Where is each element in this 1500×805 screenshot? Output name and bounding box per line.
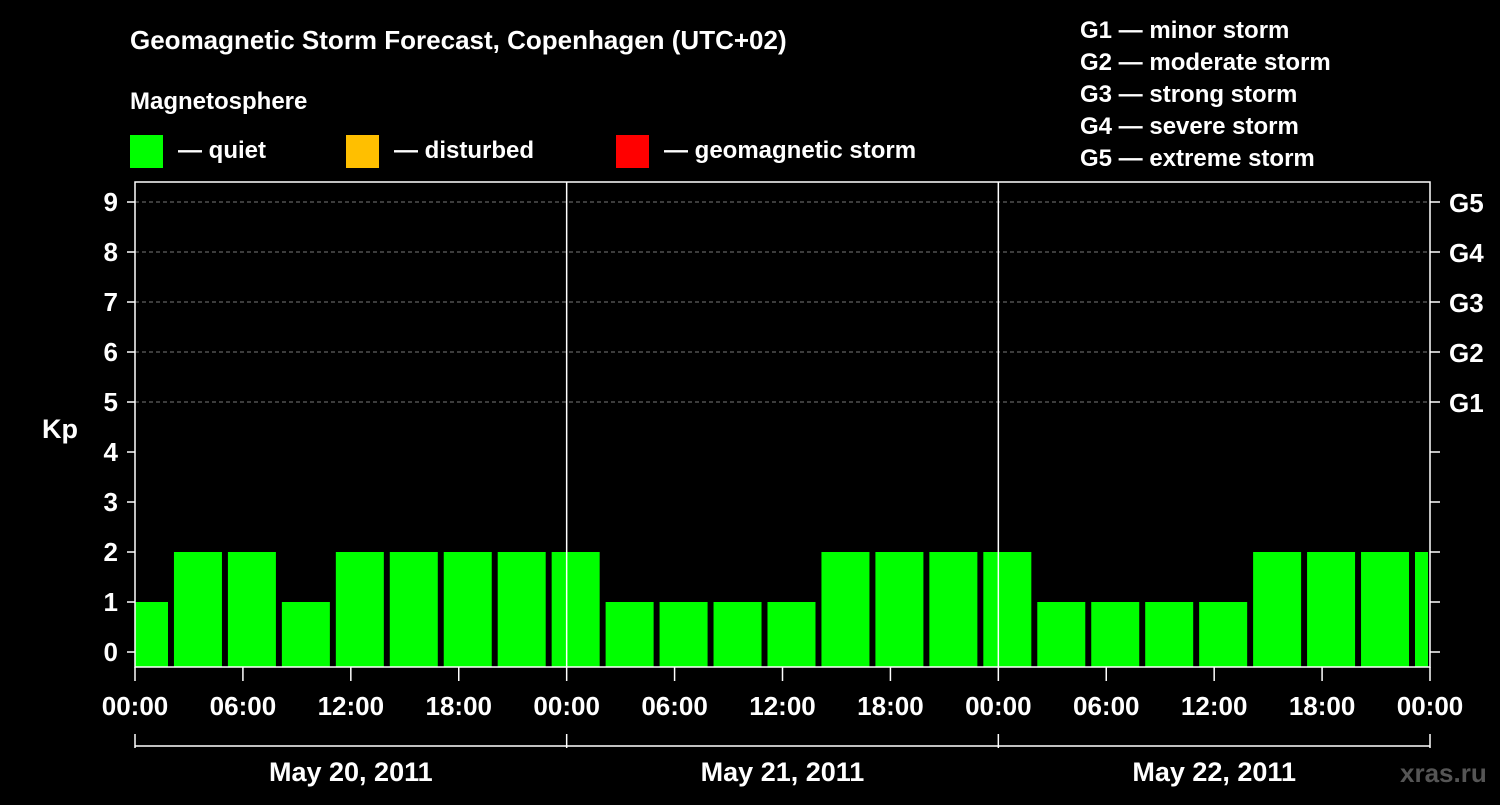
y-tick-label: 1 <box>104 587 118 617</box>
legend-swatch <box>616 135 649 168</box>
storm-legend-item: G4 — severe storm <box>1080 113 1299 140</box>
y-tick-label: 9 <box>104 187 118 217</box>
status-legend: — quiet — disturbed — geomagnetic storm <box>130 135 916 168</box>
kp-bar <box>1037 602 1086 667</box>
y-tick-label: 3 <box>104 487 118 517</box>
x-tick-label: 00:00 <box>965 691 1032 721</box>
x-tick-label: 00:00 <box>533 691 600 721</box>
kp-bar <box>1091 602 1140 667</box>
kp-bar <box>767 602 816 667</box>
y-axis: 0 1 2 3 4 5 6 7 8 9 <box>104 187 135 667</box>
kp-bar <box>335 552 384 667</box>
kp-bar <box>713 602 762 667</box>
kp-bar <box>389 552 438 667</box>
kp-bar <box>497 552 546 667</box>
x-tick-label: 12:00 <box>749 691 816 721</box>
y-axis-label: Kp <box>42 414 78 444</box>
legend-swatch <box>346 135 379 168</box>
x-tick-label: 18:00 <box>1289 691 1356 721</box>
bar-series <box>135 552 1428 667</box>
x-tick-label: 06:00 <box>1073 691 1140 721</box>
x-tick-label: 06:00 <box>210 691 277 721</box>
watermark: xras.ru <box>1400 758 1487 788</box>
kp-bar <box>659 602 708 667</box>
chart-subtitle: Magnetosphere <box>130 88 307 115</box>
kp-bar <box>875 552 924 667</box>
kp-bar <box>1414 552 1428 667</box>
storm-level-label: G4 <box>1449 238 1484 268</box>
storm-legend-item: G1 — minor storm <box>1080 17 1289 44</box>
y-tick-label: 7 <box>104 287 118 317</box>
plot-frame <box>134 181 1431 668</box>
kp-bar <box>281 602 330 667</box>
storm-legend-item: G3 — strong storm <box>1080 81 1297 108</box>
y-tick-label: 2 <box>104 537 118 567</box>
x-axis: 00:00 06:00 12:00 18:00 00:00 06:00 12:00 18:00… <box>102 667 1464 721</box>
kp-bar <box>983 552 1032 667</box>
day-label: May 22, 2011 <box>1132 757 1296 787</box>
y-tick-label: 5 <box>104 387 118 417</box>
kp-bar <box>227 552 276 667</box>
legend-label: — quiet <box>178 137 266 164</box>
day-label: May 21, 2011 <box>701 757 865 787</box>
gridlines <box>135 201 1430 403</box>
kp-bar <box>1199 602 1248 667</box>
kp-bar <box>929 552 978 667</box>
storm-level-label: G2 <box>1449 338 1484 368</box>
kp-bar <box>135 602 168 667</box>
storm-level-axis: G1 G2 G3 G4 G5 <box>1430 188 1484 653</box>
x-tick-label: 12:00 <box>318 691 385 721</box>
legend-swatch <box>130 135 163 168</box>
storm-legend-item: G5 — extreme storm <box>1080 145 1315 172</box>
x-tick-label: 12:00 <box>1181 691 1248 721</box>
plot-border <box>134 181 1431 668</box>
kp-bar <box>551 552 600 667</box>
kp-bar <box>1145 602 1194 667</box>
storm-level-label: G1 <box>1449 388 1484 418</box>
x-tick-label: 00:00 <box>1397 691 1464 721</box>
storm-legend-item: G2 — moderate storm <box>1080 49 1331 76</box>
kp-bar <box>1307 552 1356 667</box>
day-axis: May 20, 2011 May 21, 2011 May 22, 2011 <box>134 734 1431 787</box>
y-tick-label: 4 <box>104 437 119 467</box>
kp-bar <box>173 552 222 667</box>
x-tick-label: 06:00 <box>641 691 708 721</box>
legend-label: — geomagnetic storm <box>664 137 916 164</box>
kp-bar <box>605 602 654 667</box>
kp-bar <box>1361 552 1410 667</box>
day-label: May 20, 2011 <box>269 757 433 787</box>
x-tick-label: 18:00 <box>426 691 493 721</box>
x-tick-label: 00:00 <box>102 691 169 721</box>
storm-level-label: G5 <box>1449 188 1484 218</box>
kp-bar <box>1253 552 1302 667</box>
chart-title: Geomagnetic Storm Forecast, Copenhagen (… <box>130 25 787 55</box>
legend-label: — disturbed <box>394 137 534 164</box>
y-tick-label: 0 <box>104 637 118 667</box>
x-tick-label: 18:00 <box>857 691 924 721</box>
storm-legend: G1 — minor storm G2 — moderate storm G3 — … <box>1080 17 1331 172</box>
y-tick-label: 6 <box>104 337 118 367</box>
kp-bar <box>443 552 492 667</box>
y-tick-label: 8 <box>104 237 118 267</box>
kp-bar <box>821 552 870 667</box>
storm-level-label: G3 <box>1449 288 1484 318</box>
